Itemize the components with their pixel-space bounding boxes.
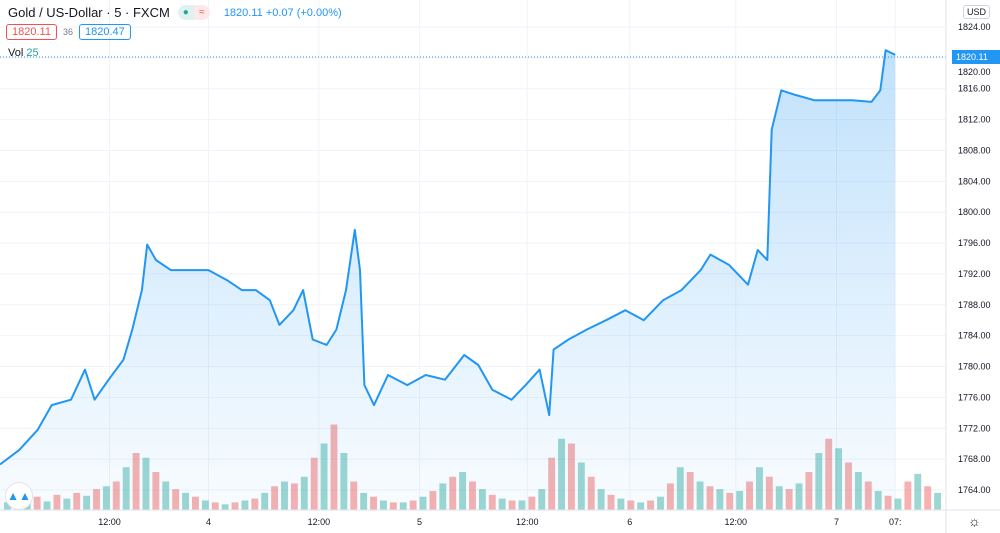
last-price: 1820.11 [223,6,263,19]
x-tick-label: 12:00 [98,517,121,527]
x-tick-label: 12:00 [308,517,331,527]
volume-bar [894,498,902,510]
x-tick-label: 4 [206,517,211,527]
volume-bar [934,492,941,510]
volume-bar [904,481,912,510]
market-status[interactable]: ● ≈ [177,5,210,20]
volume-value: 25 [26,47,39,59]
volume-legend[interactable]: Vol 25 [8,47,39,59]
y-tick-label: 1800.00 [958,207,991,217]
x-tick-label: 7 [834,517,839,527]
x-tick-label: 12:00 [725,517,748,527]
symbol-title[interactable]: Gold / US-Dollar · 5 · FXCM [8,5,170,20]
currency-button[interactable]: USD [963,5,991,19]
y-tick-label: 1816.00 [958,84,991,94]
y-tick-label: 1772.00 [958,423,991,433]
spread: 36 [62,27,73,37]
sell-button[interactable]: 1820.11 [6,24,57,40]
y-tick-label: 1764.00 [958,485,991,495]
volume-bar [914,473,922,510]
settings-icon[interactable]: ☼ [968,513,981,529]
y-tick-label: 1804.00 [958,176,991,186]
price-line [0,49,896,466]
y-tick-label: 1820.00 [958,67,991,77]
volume-bar [924,486,932,510]
x-tick-label: 6 [627,517,632,527]
y-tick-label: 1784.00 [958,331,991,341]
price-change: +0.07 (+0.00%) [265,6,342,19]
delayed-data-icon: ≈ [193,5,210,20]
y-tick-label: 1792.00 [958,269,991,279]
y-tick-label: 1768.00 [958,454,991,464]
tradingview-logo-icon[interactable]: ▲▲ [5,482,33,510]
y-tick-label: 1788.00 [958,300,991,310]
market-open-icon: ● [177,5,194,20]
volume-label: Vol [8,47,24,59]
x-tick-label: 07: [889,517,902,527]
y-tick-label: 1796.00 [958,238,991,248]
y-tick-label: 1780.00 [958,362,991,372]
bid-ask: 1820.11 36 1820.47 [6,24,131,40]
symbol-header: Gold / US-Dollar · 5 · FXCM ● ≈ 1820.11 … [8,5,342,20]
y-tick-label: 1808.00 [958,145,991,155]
buy-button[interactable]: 1820.47 [78,24,131,40]
y-tick-label: 1824.00 [958,22,991,32]
x-tick-label: 12:00 [516,517,539,527]
y-tick-label: 1812.00 [958,115,991,125]
price-area [0,50,896,510]
current-price-label: 1820.11 [952,50,1000,64]
x-tick-label: 5 [417,517,422,527]
y-tick-label: 1776.00 [958,392,991,402]
